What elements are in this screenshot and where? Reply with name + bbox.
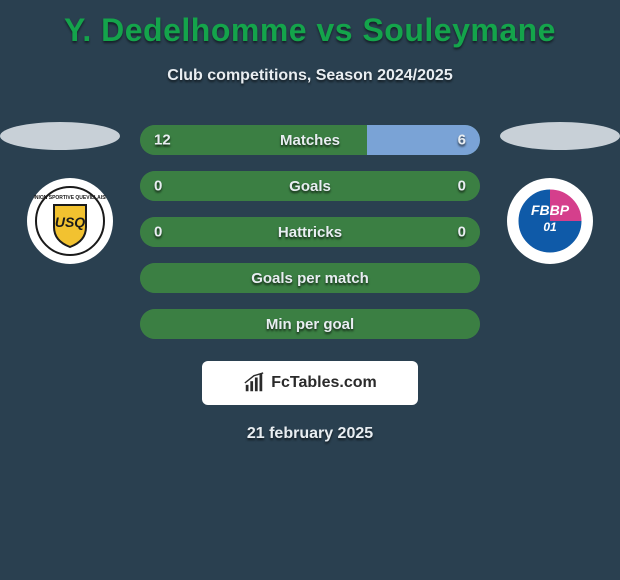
decor-ellipse-left (0, 122, 120, 150)
stat-right-value: 6 (458, 132, 466, 149)
club-badge-left: UNION SPORTIVE QUEVILLAISE USQ (27, 178, 113, 264)
stat-left-value: 0 (154, 178, 162, 195)
bar-chart-icon (243, 372, 265, 394)
page-subtitle: Club competitions, Season 2024/2025 (0, 67, 620, 85)
watermark: FcTables.com (202, 361, 418, 405)
club-crest-right-icon: FBBP 01 (514, 185, 586, 257)
stat-right-value: 0 (458, 224, 466, 241)
decor-ellipse-right (500, 122, 620, 150)
stat-label: Goals per match (251, 270, 369, 287)
date-label: 21 february 2025 (0, 425, 620, 443)
page-title: Y. Dedelhomme vs Souleymane (0, 0, 620, 49)
stat-label: Min per goal (266, 316, 354, 333)
stat-row-goals: 0 Goals 0 (140, 171, 480, 201)
svg-text:FBBP: FBBP (531, 202, 570, 218)
stat-row-min-per-goal: Min per goal (140, 309, 480, 339)
stat-row-hattricks: 0 Hattricks 0 (140, 217, 480, 247)
club-crest-left-icon: UNION SPORTIVE QUEVILLAISE USQ (34, 185, 106, 257)
stat-left-value: 12 (154, 132, 171, 149)
svg-text:USQ: USQ (55, 214, 85, 230)
stat-label: Hattricks (278, 224, 342, 241)
svg-text:01: 01 (543, 220, 557, 234)
stats-container: 12 Matches 6 0 Goals 0 0 Hattricks 0 Goa… (140, 125, 480, 339)
stat-label: Matches (280, 132, 340, 149)
svg-text:UNION SPORTIVE QUEVILLAISE: UNION SPORTIVE QUEVILLAISE (34, 195, 106, 201)
stat-left-value: 0 (154, 224, 162, 241)
stat-row-goals-per-match: Goals per match (140, 263, 480, 293)
club-badge-right: FBBP 01 (507, 178, 593, 264)
watermark-text: FcTables.com (271, 374, 377, 392)
stat-right-value: 0 (458, 178, 466, 195)
stat-label: Goals (289, 178, 331, 195)
stat-row-matches: 12 Matches 6 (140, 125, 480, 155)
